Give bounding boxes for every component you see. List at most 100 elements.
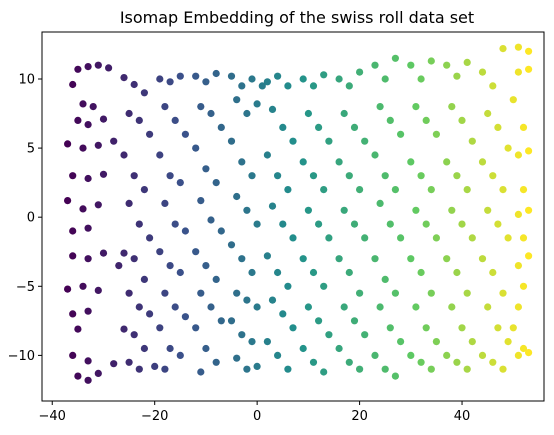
data-point bbox=[514, 262, 523, 270]
data-point bbox=[192, 324, 200, 332]
data-point bbox=[125, 358, 133, 366]
data-point bbox=[120, 151, 128, 159]
data-point bbox=[156, 75, 164, 83]
data-point bbox=[94, 201, 102, 209]
data-point bbox=[125, 199, 133, 207]
data-point bbox=[412, 206, 420, 214]
data-point bbox=[284, 186, 292, 194]
data-point bbox=[156, 248, 164, 256]
data-point bbox=[463, 58, 471, 66]
data-point bbox=[463, 289, 471, 297]
data-point bbox=[443, 255, 451, 263]
data-point bbox=[279, 123, 287, 131]
data-point bbox=[217, 227, 225, 235]
data-point bbox=[335, 75, 343, 83]
data-point bbox=[320, 186, 328, 194]
data-point bbox=[243, 206, 251, 214]
data-point bbox=[494, 123, 502, 131]
data-point bbox=[238, 331, 246, 339]
data-point bbox=[519, 282, 528, 290]
data-point bbox=[64, 140, 72, 148]
data-point bbox=[417, 75, 425, 83]
data-point bbox=[340, 303, 348, 311]
data-point bbox=[350, 123, 359, 131]
data-point bbox=[315, 123, 323, 131]
data-point bbox=[417, 172, 425, 180]
data-point bbox=[397, 234, 405, 242]
data-point bbox=[207, 216, 215, 224]
data-point bbox=[212, 358, 220, 366]
data-point bbox=[407, 255, 415, 263]
data-point bbox=[478, 68, 487, 76]
data-point bbox=[340, 109, 348, 118]
data-point bbox=[166, 344, 174, 353]
data-point bbox=[499, 289, 507, 297]
data-point bbox=[69, 172, 77, 180]
data-point bbox=[371, 61, 379, 69]
data-point bbox=[120, 325, 128, 333]
data-point bbox=[64, 197, 72, 205]
data-point bbox=[130, 255, 138, 263]
data-point bbox=[238, 158, 246, 166]
data-point bbox=[478, 351, 487, 359]
data-point bbox=[315, 317, 323, 325]
data-point bbox=[335, 255, 343, 263]
data-point bbox=[263, 338, 271, 346]
data-point bbox=[453, 172, 461, 180]
data-point bbox=[120, 249, 128, 257]
chart-title: Isomap Embedding of the swiss roll data … bbox=[120, 8, 474, 27]
data-point bbox=[478, 255, 487, 263]
data-point bbox=[166, 172, 174, 180]
data-point bbox=[84, 307, 92, 315]
data-point bbox=[243, 109, 251, 118]
data-point bbox=[110, 360, 118, 368]
y-tick-label: 10 bbox=[18, 72, 35, 87]
data-point bbox=[371, 351, 379, 359]
data-point bbox=[499, 186, 507, 194]
data-point bbox=[274, 268, 282, 277]
data-point bbox=[514, 351, 523, 359]
data-point bbox=[74, 325, 82, 333]
data-point bbox=[417, 358, 425, 366]
data-point bbox=[69, 252, 77, 260]
data-point bbox=[345, 268, 353, 277]
data-point bbox=[453, 268, 461, 277]
data-point bbox=[514, 303, 523, 311]
data-point bbox=[69, 310, 77, 318]
data-point bbox=[325, 234, 333, 242]
data-point bbox=[146, 310, 154, 318]
data-point bbox=[309, 82, 318, 90]
data-point bbox=[315, 220, 323, 228]
data-point bbox=[130, 80, 138, 89]
data-point bbox=[74, 116, 82, 124]
data-point bbox=[248, 75, 256, 83]
data-point bbox=[514, 210, 523, 218]
data-point bbox=[263, 151, 271, 159]
data-point bbox=[207, 109, 215, 118]
data-point bbox=[192, 72, 200, 80]
data-point bbox=[279, 220, 287, 228]
data-point bbox=[458, 116, 466, 124]
data-point bbox=[284, 365, 292, 373]
data-point bbox=[105, 64, 113, 72]
data-point bbox=[432, 130, 440, 138]
data-point bbox=[427, 289, 435, 297]
data-point bbox=[94, 369, 102, 377]
data-point bbox=[212, 275, 220, 283]
data-point bbox=[197, 197, 205, 205]
data-point bbox=[181, 313, 189, 321]
data-point bbox=[115, 262, 123, 270]
data-point bbox=[386, 324, 394, 332]
data-point bbox=[422, 116, 430, 124]
data-point bbox=[64, 285, 72, 293]
data-point bbox=[386, 220, 394, 228]
data-point bbox=[156, 151, 164, 159]
data-point bbox=[525, 147, 533, 155]
data-point bbox=[248, 172, 256, 180]
data-point bbox=[489, 358, 497, 366]
data-point bbox=[412, 303, 420, 311]
x-tick-label: 20 bbox=[351, 409, 368, 424]
data-point bbox=[499, 365, 507, 373]
data-point bbox=[397, 130, 405, 138]
data-point bbox=[69, 227, 77, 235]
